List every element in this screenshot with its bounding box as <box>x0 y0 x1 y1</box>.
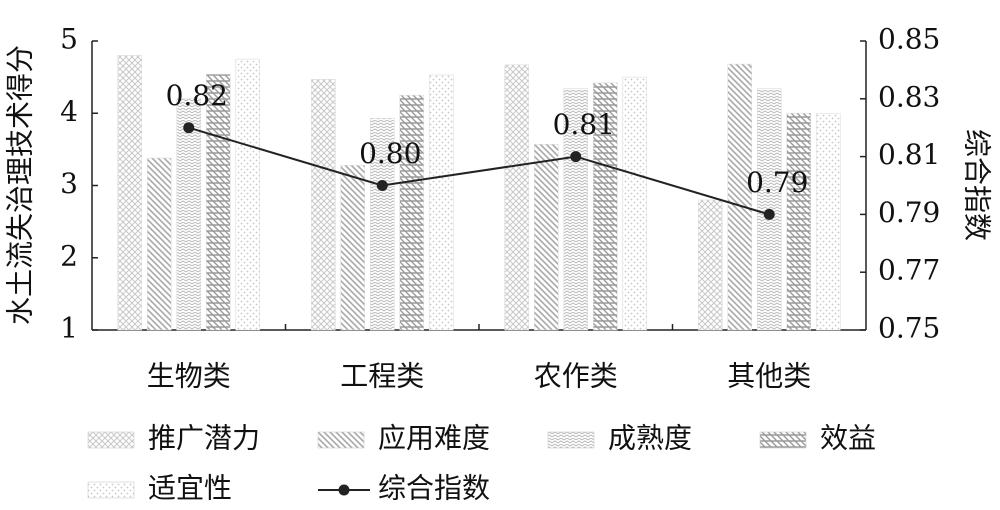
legend-label: 适宜性 <box>148 472 232 505</box>
legend-label: 应用难度 <box>378 422 490 455</box>
y2-tick-label: 0.79 <box>878 196 940 229</box>
y-tick-label: 2 <box>60 239 78 272</box>
y2-tick-label: 0.81 <box>878 138 940 171</box>
bar <box>592 82 618 331</box>
bar <box>146 157 172 331</box>
bar <box>504 64 530 331</box>
y2-tick-label: 0.83 <box>878 80 940 113</box>
legend-swatch <box>547 431 595 449</box>
bar <box>235 58 261 331</box>
bar <box>310 78 336 331</box>
x-tick-label: 生物类 <box>147 360 231 393</box>
y-tick-label: 3 <box>60 167 78 200</box>
bar <box>428 74 454 331</box>
legend-label: 推广潜力 <box>148 422 260 455</box>
line-marker <box>376 180 388 191</box>
line <box>188 126 770 216</box>
data-label: 0.80 <box>359 137 421 170</box>
legend-label: 成熟度 <box>608 422 692 455</box>
y-axis-title: 水土流失治理技术得分 <box>4 45 37 325</box>
bar <box>340 164 366 331</box>
bar <box>697 199 723 331</box>
bar <box>563 88 589 331</box>
y-tick-label: 5 <box>60 23 78 56</box>
bar <box>727 63 753 331</box>
bar <box>815 112 841 331</box>
legend-swatch <box>317 431 365 449</box>
x-tick-label: 农作类 <box>534 360 618 393</box>
bar <box>369 118 395 331</box>
legend-swatch <box>759 431 807 449</box>
data-label: 0.81 <box>553 108 615 141</box>
bar <box>533 144 559 331</box>
y2-tick-label: 0.75 <box>878 312 940 345</box>
bar <box>399 94 425 331</box>
data-label: 0.82 <box>166 79 228 112</box>
y-tick-label: 4 <box>60 95 78 128</box>
bar <box>117 55 143 331</box>
line-marker <box>570 151 582 163</box>
y2-tick-label: 0.85 <box>878 23 940 56</box>
data-label: 0.79 <box>746 166 808 199</box>
x-tick-label: 其他类 <box>727 360 811 393</box>
bar <box>176 98 202 331</box>
legend-label: 效益 <box>820 422 876 455</box>
y2-tick-label: 0.77 <box>878 254 940 287</box>
line-marker <box>763 208 775 220</box>
y-tick-label: 1 <box>60 312 78 345</box>
x-tick-label: 工程类 <box>340 360 424 393</box>
y2-axis-title: 综合指数 <box>961 129 994 241</box>
legend-label: 综合指数 <box>378 472 490 505</box>
line-marker <box>183 122 195 134</box>
bar <box>205 73 231 331</box>
bar <box>786 112 812 331</box>
legend-marker <box>338 484 350 496</box>
legend-swatch <box>87 481 135 499</box>
legend-swatch <box>87 431 135 449</box>
bar <box>622 76 648 331</box>
